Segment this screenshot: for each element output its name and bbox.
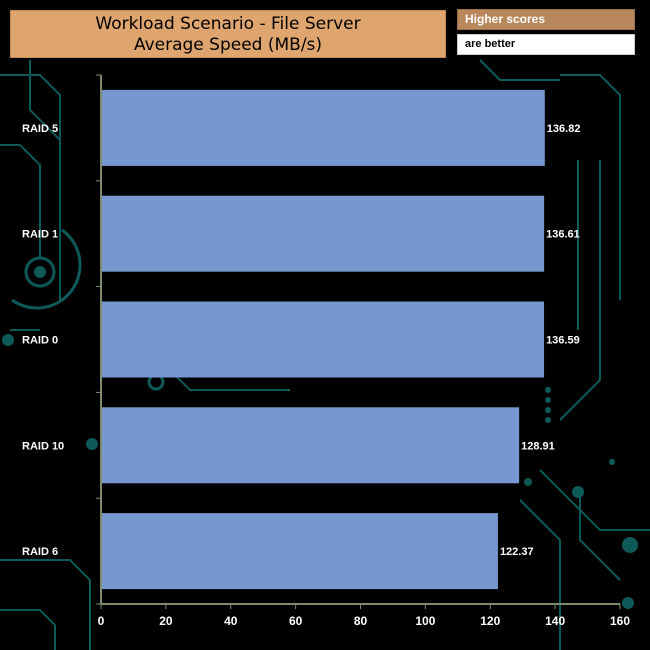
data-label: 136.59 bbox=[546, 335, 580, 347]
chart-title-line2: Average Speed (MB/s) bbox=[133, 35, 323, 55]
data-label: 136.82 bbox=[547, 123, 581, 135]
x-tick-label: 100 bbox=[415, 614, 435, 628]
legend-higher-scores: Higher scores bbox=[457, 9, 635, 30]
bar-raid-10 bbox=[101, 407, 520, 484]
data-label: 136.61 bbox=[546, 229, 580, 241]
category-label: RAID 6 bbox=[22, 546, 58, 558]
x-tick-label: 40 bbox=[224, 614, 238, 628]
bar-raid-0 bbox=[101, 301, 545, 378]
x-tick-label: 120 bbox=[480, 614, 500, 628]
chart-title-box: Workload Scenario - File Server Average … bbox=[10, 10, 446, 58]
bar-raid-5 bbox=[101, 89, 545, 166]
data-label: 122.37 bbox=[500, 546, 534, 558]
category-label: RAID 5 bbox=[22, 123, 58, 135]
data-label: 128.91 bbox=[521, 440, 555, 452]
x-tick-label: 60 bbox=[289, 614, 303, 628]
x-tick-label: 140 bbox=[545, 614, 565, 628]
x-tick-label: 0 bbox=[98, 614, 105, 628]
x-tick-label: 20 bbox=[159, 614, 173, 628]
category-label: RAID 10 bbox=[22, 440, 64, 452]
x-tick-label: 160 bbox=[610, 614, 630, 628]
category-label: RAID 0 bbox=[22, 335, 58, 347]
bar-raid-1 bbox=[101, 195, 545, 272]
bar-raid-6 bbox=[101, 513, 498, 590]
category-label: RAID 1 bbox=[22, 229, 58, 241]
x-tick-label: 80 bbox=[354, 614, 368, 628]
chart-title-line1: Workload Scenario - File Server bbox=[95, 14, 361, 34]
legend-are-better: are better bbox=[457, 34, 635, 55]
